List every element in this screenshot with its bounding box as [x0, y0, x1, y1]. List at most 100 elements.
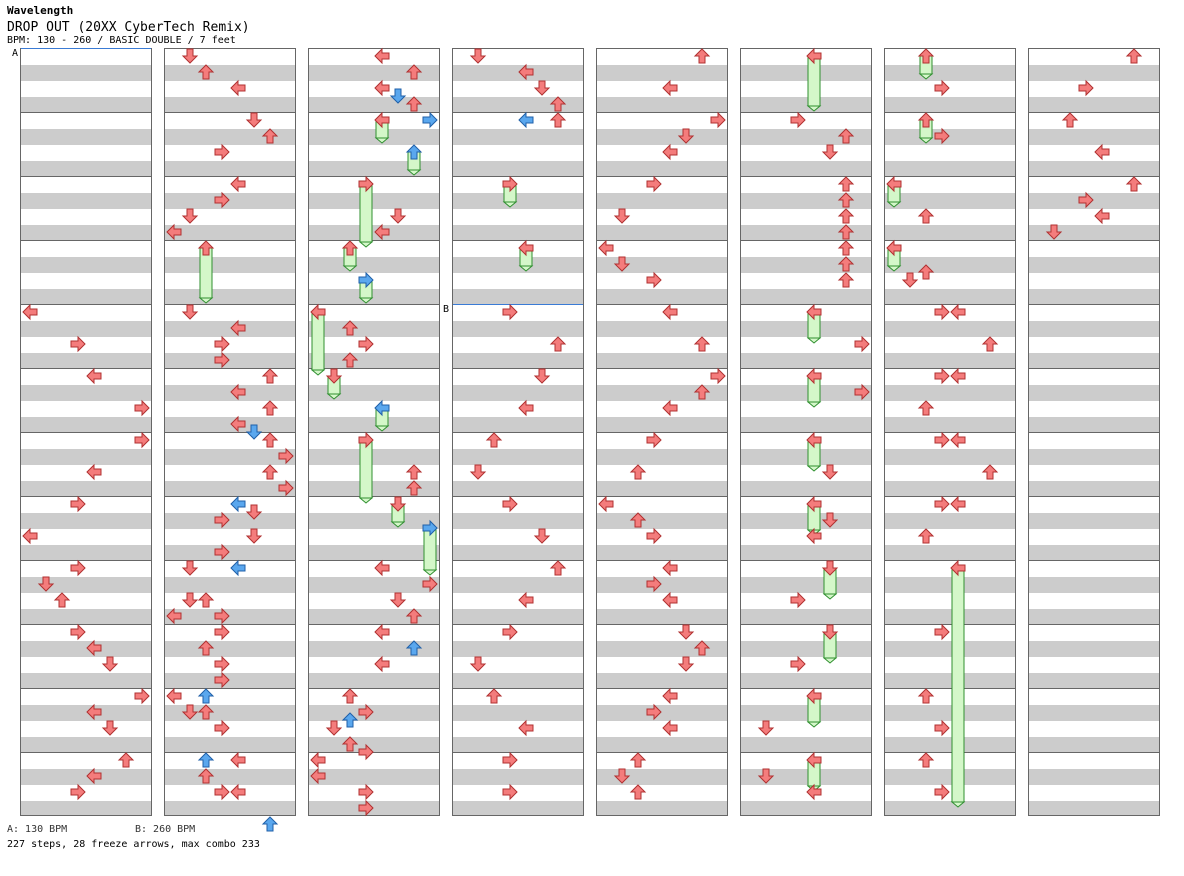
measure-line	[453, 688, 583, 689]
measure-line	[885, 560, 1015, 561]
measure-line	[309, 304, 439, 305]
measure-line	[885, 496, 1015, 497]
measure-line	[885, 240, 1015, 241]
measure-line	[741, 112, 871, 113]
measure-line	[1029, 624, 1159, 625]
song-title: DROP OUT (20XX CyberTech Remix)	[7, 20, 250, 35]
measure-line	[741, 304, 871, 305]
measure-line	[309, 688, 439, 689]
measure-line	[741, 432, 871, 433]
measure-line	[165, 688, 295, 689]
chart-summary: 227 steps, 28 freeze arrows, max combo 2…	[7, 839, 260, 850]
measure-line	[885, 304, 1015, 305]
measure-line	[453, 752, 583, 753]
measure-line	[309, 240, 439, 241]
measure-line	[885, 624, 1015, 625]
chart-column	[884, 48, 1016, 816]
measure-line	[165, 304, 295, 305]
measure-line	[741, 624, 871, 625]
measure-line	[165, 368, 295, 369]
measure-line	[165, 560, 295, 561]
measure-line	[453, 112, 583, 113]
chart-column	[1028, 48, 1160, 816]
bpm-change-line-a	[21, 48, 151, 49]
measure-line	[165, 624, 295, 625]
measure-line	[597, 496, 727, 497]
measure-line	[597, 432, 727, 433]
chart-column	[596, 48, 728, 816]
bpm-legend-b: B: 260 BPM	[135, 824, 196, 835]
measure-line	[885, 752, 1015, 753]
measure-line	[597, 560, 727, 561]
measure-line	[21, 560, 151, 561]
measure-line	[741, 368, 871, 369]
measure-line	[741, 240, 871, 241]
measure-line	[597, 368, 727, 369]
measure-line	[741, 560, 871, 561]
measure-line	[885, 112, 1015, 113]
blue-step-arrow	[261, 816, 279, 832]
measure-line	[165, 176, 295, 177]
chart-column	[20, 48, 152, 816]
bpm-marker-a: A	[12, 48, 19, 59]
measure-line	[21, 496, 151, 497]
measure-line	[597, 688, 727, 689]
measure-line	[453, 496, 583, 497]
measure-line	[1029, 560, 1159, 561]
measure-line	[165, 432, 295, 433]
measure-line	[309, 496, 439, 497]
measure-line	[741, 752, 871, 753]
measure-line	[21, 304, 151, 305]
measure-line	[21, 176, 151, 177]
measure-line	[741, 496, 871, 497]
measure-line	[885, 432, 1015, 433]
measure-line	[1029, 304, 1159, 305]
measure-line	[1029, 112, 1159, 113]
measure-line	[1029, 496, 1159, 497]
measure-line	[741, 176, 871, 177]
measure-line	[885, 368, 1015, 369]
measure-line	[309, 368, 439, 369]
chart-column	[308, 48, 440, 816]
measure-line	[21, 432, 151, 433]
measure-line	[1029, 432, 1159, 433]
measure-line	[453, 624, 583, 625]
measure-line	[165, 112, 295, 113]
measure-line	[309, 112, 439, 113]
measure-line	[1029, 368, 1159, 369]
measure-line	[597, 176, 727, 177]
measure-line	[453, 432, 583, 433]
chart-column	[452, 48, 584, 816]
measure-line	[21, 112, 151, 113]
measure-line	[597, 752, 727, 753]
measure-line	[309, 560, 439, 561]
measure-line	[453, 176, 583, 177]
measure-line	[741, 688, 871, 689]
measure-line	[453, 560, 583, 561]
measure-line	[21, 240, 151, 241]
chart-column	[740, 48, 872, 816]
measure-line	[885, 176, 1015, 177]
measure-line	[309, 176, 439, 177]
measure-line	[309, 432, 439, 433]
chart-column	[164, 48, 296, 816]
measure-line	[597, 240, 727, 241]
measure-line	[309, 752, 439, 753]
measure-line	[597, 112, 727, 113]
measure-line	[453, 368, 583, 369]
measure-line	[309, 624, 439, 625]
measure-line	[597, 304, 727, 305]
bpm-marker-b: B	[443, 304, 450, 315]
measure-line	[21, 752, 151, 753]
bpm-change-line-b	[453, 304, 583, 305]
artist-name: Wavelength	[7, 4, 74, 17]
measure-line	[453, 240, 583, 241]
measure-line	[1029, 240, 1159, 241]
measure-line	[1029, 176, 1159, 177]
measure-line	[21, 368, 151, 369]
measure-line	[1029, 752, 1159, 753]
measure-line	[885, 688, 1015, 689]
chart-info: BPM: 130 - 260 / BASIC DOUBLE / 7 feet	[7, 35, 236, 46]
measure-line	[165, 240, 295, 241]
measure-line	[597, 624, 727, 625]
